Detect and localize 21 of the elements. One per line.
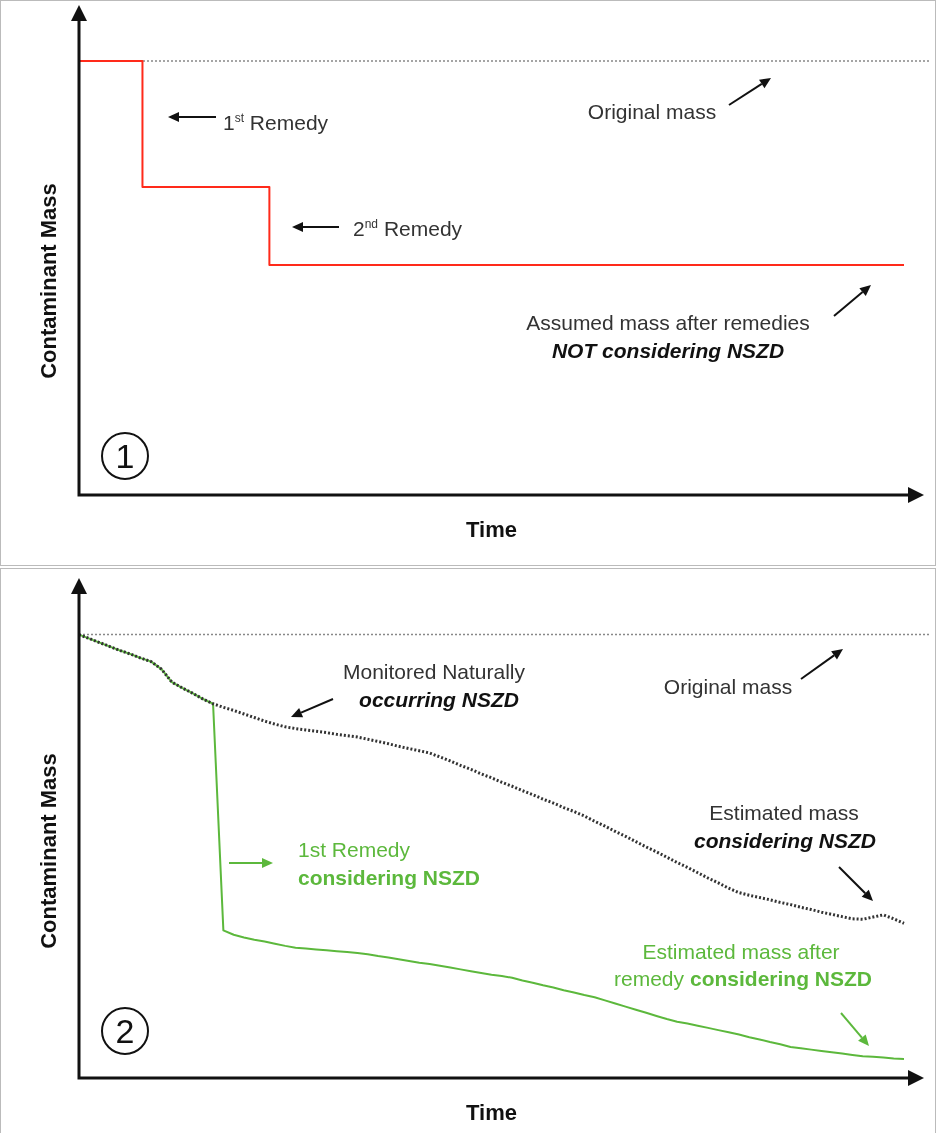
annotation: Monitored Naturally	[342, 659, 526, 683]
annotation: 1st Remedy	[298, 837, 411, 861]
annotation: Estimated mass after	[642, 939, 840, 963]
annotation: Assumed mass after remedies	[526, 310, 810, 334]
annotation: 2	[101, 1007, 149, 1055]
annotation: considering NSZD	[693, 828, 877, 852]
y-axis-title: Contaminant Mass	[36, 183, 62, 379]
annotation: occurring NSZD	[359, 687, 519, 711]
annotation: considering NSZD	[690, 966, 873, 990]
annotation: Estimated mass	[709, 800, 859, 824]
annotation: NOT considering NSZD	[551, 338, 785, 362]
annotation: Original mass	[663, 674, 793, 698]
annotation: remedy	[613, 966, 684, 990]
annotation: Original mass	[587, 99, 717, 123]
annotation: 1	[101, 432, 149, 480]
annotation: 1$^{st}$ Remedy	[223, 110, 329, 134]
annotation: 2$^{nd}$ Remedy	[353, 216, 463, 240]
y-axis-title: Contaminant Mass	[36, 753, 62, 949]
x-axis-title: Time	[466, 1100, 517, 1126]
annotation: considering NSZD	[298, 865, 481, 889]
x-axis-title: Time	[466, 517, 517, 543]
